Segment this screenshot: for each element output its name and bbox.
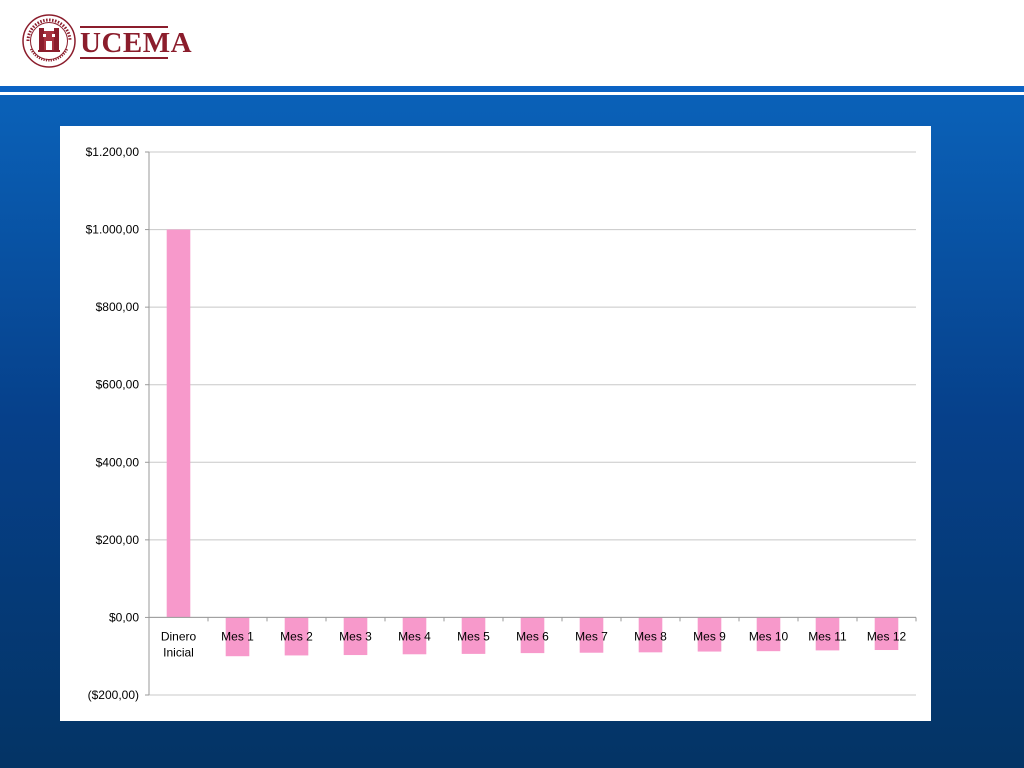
chart-panel: ($200,00) $0,00 $200,00 $400,00 $600,00 $800,… (60, 126, 931, 721)
x-category-label: Mes 5 (457, 629, 490, 643)
bar-mes-8 (638, 617, 663, 653)
x-category-label: Mes 6 (516, 629, 549, 643)
x-category-label: Mes 10 (749, 629, 789, 643)
y-tick-label: $1.000,00 (86, 223, 140, 237)
brand-rule-top (80, 26, 168, 28)
y-tick-label: $1.200,00 (86, 145, 140, 159)
y-tick-label: $200,00 (96, 533, 140, 547)
bar-mes-4 (402, 617, 427, 655)
bar-mes-11 (815, 617, 840, 651)
x-category-label: Mes 2 (280, 629, 313, 643)
header-stripe-light (0, 92, 1024, 95)
bar-mes-9 (697, 617, 722, 652)
bar-mes-7 (579, 617, 604, 653)
x-category-label: Mes 1 (221, 629, 254, 643)
x-category-label: Mes 9 (693, 629, 726, 643)
x-category-label: Dinero (161, 629, 197, 643)
y-tick-label: $0,00 (109, 610, 139, 624)
brand-name: UCEMA (80, 27, 193, 59)
bar-mes-3 (343, 617, 368, 656)
bar-mes-10 (756, 617, 781, 652)
y-tick-label: $600,00 (96, 378, 140, 392)
header-stripe (0, 86, 1024, 92)
bar-dinero-inicial (166, 229, 191, 618)
bar-mes-2 (284, 617, 309, 656)
bar-mes-12 (874, 617, 899, 651)
university-seal-logo (22, 14, 76, 68)
header-bar: UCEMA (0, 0, 1024, 86)
bar-mes-5 (461, 617, 486, 654)
brand-rule-bottom (80, 57, 168, 59)
x-category-label: Mes 8 (634, 629, 667, 643)
x-category-label: Mes 4 (398, 629, 431, 643)
x-category-label: Mes 7 (575, 629, 608, 643)
bar-mes-6 (520, 617, 545, 654)
bar-mes-1 (225, 617, 250, 657)
y-tick-label: ($200,00) (88, 688, 139, 702)
y-tick-label: $400,00 (96, 455, 140, 469)
x-category-label: Mes 11 (808, 629, 847, 643)
bar-chart: ($200,00) $0,00 $200,00 $400,00 $600,00 $800,… (86, 145, 917, 702)
y-tick-label: $800,00 (96, 300, 140, 314)
x-category-label: Inicial (163, 645, 194, 659)
x-category-label: Mes 12 (867, 629, 907, 643)
x-category-label: Mes 3 (339, 629, 372, 643)
